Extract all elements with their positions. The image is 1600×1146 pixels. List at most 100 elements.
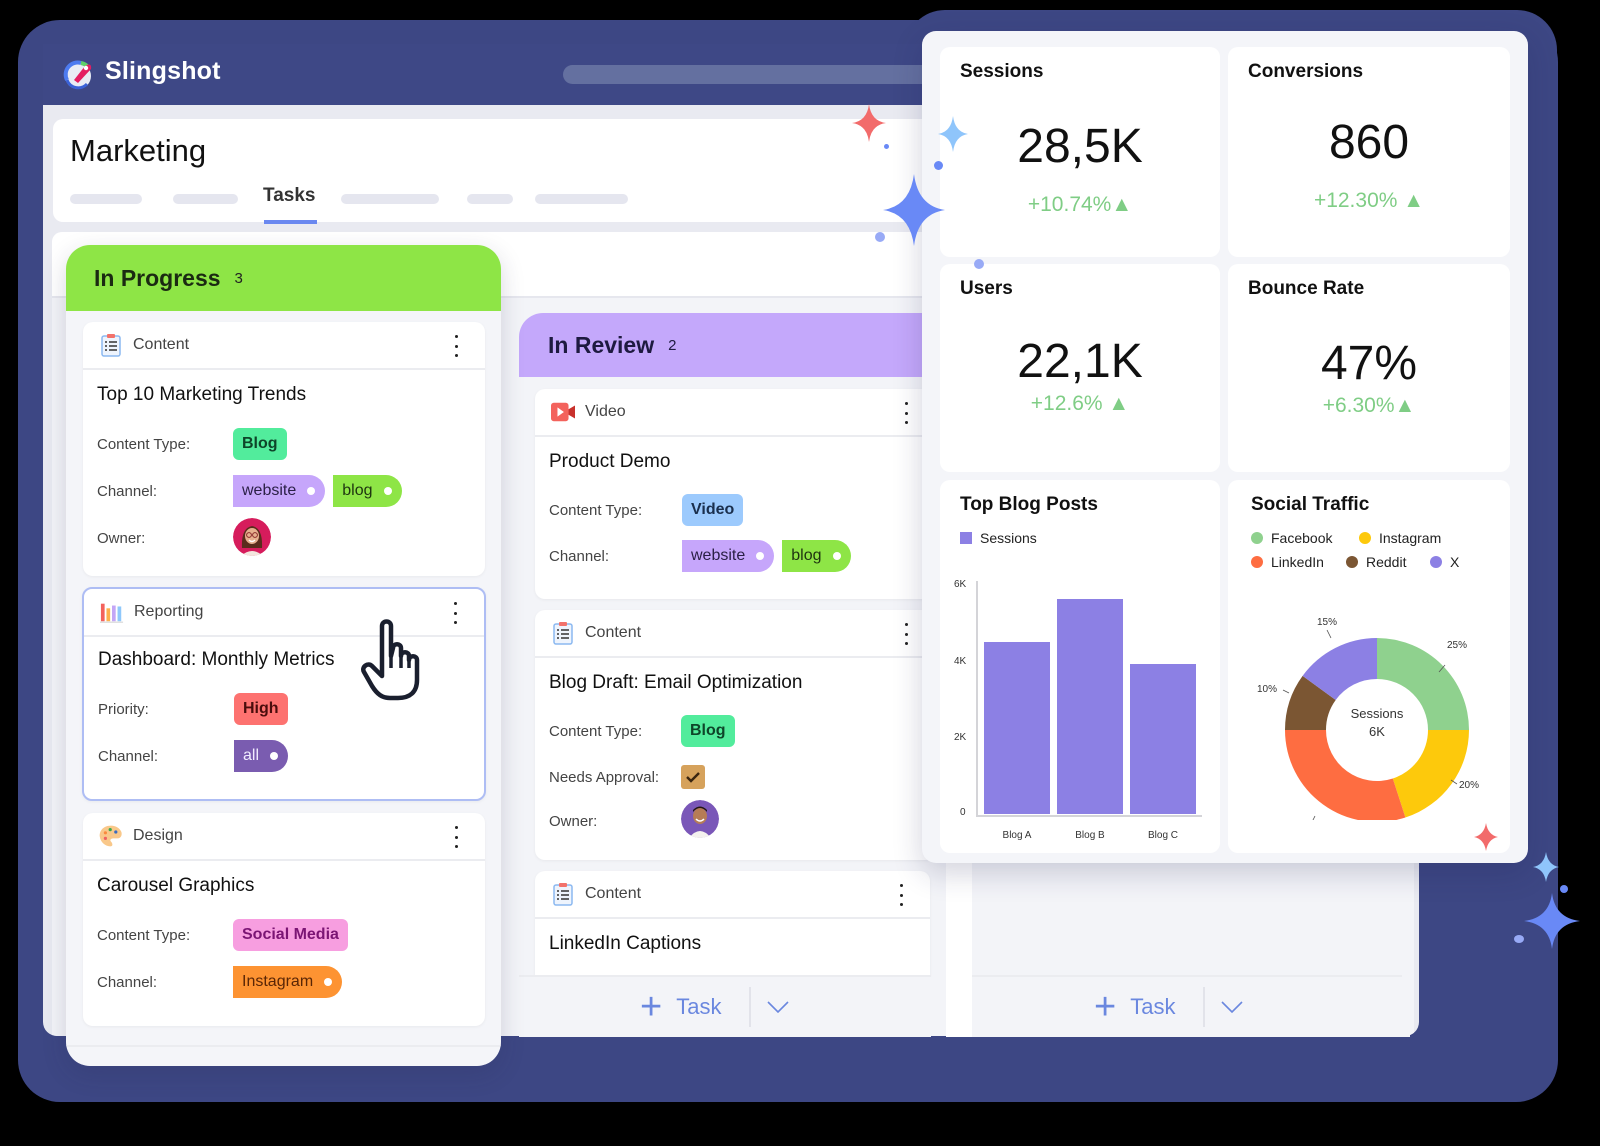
clipboard-icon <box>99 333 123 357</box>
tab-placeholder-3[interactable] <box>341 194 439 204</box>
channel-chip[interactable]: website <box>682 540 775 572</box>
sparkle-icon <box>1533 852 1559 882</box>
chip-label: blog <box>342 482 373 499</box>
chip-dot <box>383 487 392 495</box>
card-type-label: Video <box>585 403 626 420</box>
needs-approval-checkbox[interactable] <box>681 765 705 789</box>
card-type-label: Design <box>133 827 183 844</box>
kpi-tile-users[interactable]: Users 22,1K +12.6% ▲ <box>940 264 1220 472</box>
content-type-badge[interactable]: Blog <box>233 428 287 460</box>
content-type-badge[interactable]: Social Media <box>233 919 348 951</box>
channel-chip[interactable]: Instagram <box>233 966 343 998</box>
legend-label: LinkedIn <box>1271 554 1324 570</box>
plus-icon: + <box>1094 986 1117 1028</box>
legend-item: LinkedIn <box>1251 554 1324 570</box>
task-card[interactable]: Content Top 10 Marketing Trends Content … <box>83 322 485 576</box>
legend-item: Instagram <box>1359 530 1441 546</box>
add-task-button[interactable]: + Task <box>1094 988 1175 1026</box>
sparkle-dot <box>934 161 943 170</box>
chip-dot <box>270 752 279 760</box>
chart-legend: Sessions <box>960 530 1037 546</box>
bar-blog-b[interactable] <box>1057 599 1123 814</box>
field-label: Channel: <box>549 548 610 565</box>
search-bar[interactable] <box>563 65 963 84</box>
field-label: Content Type: <box>549 502 643 519</box>
tab-placeholder-4[interactable] <box>467 194 513 204</box>
chart-tile-social-traffic[interactable]: Social Traffic Facebook Instagram Linked… <box>1228 480 1510 853</box>
tab-placeholder-2[interactable] <box>173 194 238 204</box>
channel-chip[interactable]: blog <box>782 540 851 572</box>
palette-icon <box>99 824 123 848</box>
sparkle-icon <box>1474 823 1498 851</box>
more-options-icon[interactable] <box>903 402 909 424</box>
card-header: Content <box>535 610 935 658</box>
video-camera-icon <box>551 400 575 424</box>
channel-chip[interactable]: all <box>234 740 289 772</box>
card-header: Content <box>535 871 930 919</box>
more-options-icon[interactable] <box>903 623 909 645</box>
content-type-badge[interactable]: Blog <box>681 715 735 747</box>
task-card-selected[interactable]: Reporting Dashboard: Monthly Metrics Pri… <box>82 587 486 801</box>
more-options-icon[interactable] <box>453 826 459 848</box>
legend-swatch <box>1359 532 1371 544</box>
field-value: all <box>234 740 289 772</box>
field-value: Social Media <box>233 919 348 951</box>
card-header: Reporting <box>84 589 484 637</box>
kpi-tile-sessions[interactable]: Sessions 28,5K +10.74%▲ <box>940 47 1220 257</box>
field-value: Video <box>682 494 744 526</box>
task-card[interactable]: Content Blog Draft: Email Optimization C… <box>535 610 935 860</box>
card-title: Dashboard: Monthly Metrics <box>98 649 335 670</box>
chip-dot <box>756 552 765 560</box>
column-title: In Progress <box>94 264 221 291</box>
task-card[interactable]: Video Product Demo Content Type: Video C… <box>535 389 935 599</box>
card-header: Video <box>535 389 935 437</box>
content-type-badge[interactable]: Video <box>682 494 744 526</box>
legend-swatch <box>1346 556 1358 568</box>
kpi-delta: +12.30% ▲ <box>1313 189 1425 212</box>
chart-tile-top-blog-posts[interactable]: Top Blog Posts Sessions 6K 4K 2K 0 Blog … <box>940 480 1220 853</box>
kpi-tile-bounce-rate[interactable]: Bounce Rate 47% +6.30%▲ <box>1228 264 1510 472</box>
kpi-tile-conversions[interactable]: Conversions 860 +12.30% ▲ <box>1228 47 1510 257</box>
more-options-icon[interactable] <box>452 602 458 624</box>
tab-tasks[interactable]: Tasks <box>263 185 316 206</box>
task-card[interactable]: Content LinkedIn Captions <box>535 871 930 976</box>
card-title: Carousel Graphics <box>97 875 255 896</box>
brand-name: Slingshot <box>105 57 221 85</box>
column-count: 3 <box>234 269 243 287</box>
priority-badge[interactable]: High <box>234 693 288 725</box>
add-task-button[interactable]: + Task <box>640 988 721 1026</box>
channel-chip[interactable]: website <box>233 475 326 507</box>
tab-placeholder-1[interactable] <box>70 194 142 204</box>
tab-placeholder-5[interactable] <box>535 194 628 204</box>
hand-pointer-cursor-icon <box>361 619 420 701</box>
kpi-value: 47% <box>1320 337 1418 390</box>
svg-text:20%: 20% <box>1459 780 1479 791</box>
task-card[interactable]: Design Carousel Graphics Content Type: S… <box>83 813 485 1026</box>
column-in-progress: In Progress 3 Content Top 10 Marketing T… <box>66 245 501 1066</box>
field-label: Content Type: <box>97 927 191 944</box>
donut-chart[interactable]: Sessions 6K 25% 20% 30% 10% 15% <box>1228 600 1510 820</box>
owner-avatar[interactable] <box>233 518 271 556</box>
field-label: Owner: <box>97 530 146 547</box>
bar-blog-c[interactable] <box>1130 664 1196 814</box>
legend-label: Sessions <box>980 530 1037 546</box>
field-value <box>681 765 705 789</box>
svg-text:25%: 25% <box>1447 640 1467 651</box>
channel-chip[interactable]: blog <box>333 475 402 507</box>
more-options-icon[interactable] <box>898 884 904 906</box>
sparkle-dot <box>1514 935 1524 943</box>
x-axis <box>976 815 1202 817</box>
y-axis <box>976 581 978 817</box>
field-label: Priority: <box>98 701 149 718</box>
y-tick: 4K <box>954 656 967 667</box>
more-options-icon[interactable] <box>453 335 459 357</box>
owner-avatar[interactable] <box>681 800 719 838</box>
sparkle-dot <box>875 232 885 242</box>
bar-blog-a[interactable] <box>984 642 1050 814</box>
donut-center-label: Sessions <box>1351 706 1404 721</box>
legend-label: Instagram <box>1379 530 1442 546</box>
chevron-down-icon[interactable] <box>1221 1001 1244 1013</box>
legend-label: X <box>1450 554 1460 570</box>
y-tick: 6K <box>954 579 967 590</box>
chevron-down-icon[interactable] <box>767 1001 790 1013</box>
